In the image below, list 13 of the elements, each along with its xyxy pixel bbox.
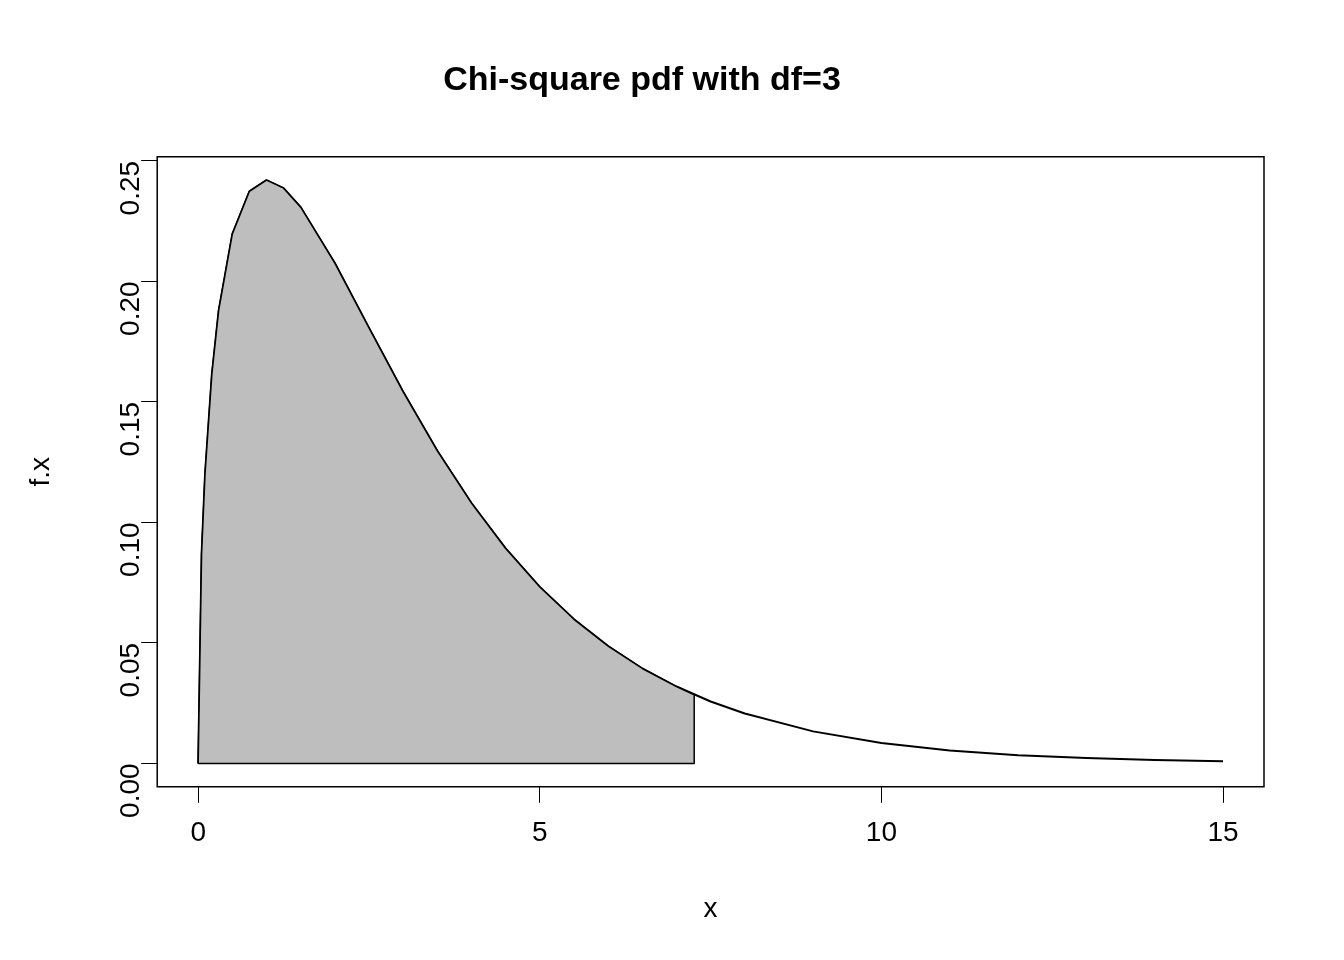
y-tick-label: 0.15: [113, 401, 145, 457]
x-tick-label: 0: [190, 816, 206, 848]
y-tick-label: 0.20: [113, 281, 145, 336]
y-tick-label: 0.10: [113, 522, 145, 577]
chart-title: Chi-square pdf with df=3: [443, 58, 841, 97]
y-tick-label: 0.25: [113, 160, 145, 216]
y-axis-title: f.x: [23, 457, 55, 487]
y-tick-label: 0.00: [113, 763, 145, 818]
x-axis-title: x: [703, 891, 718, 923]
y-tick-label: 0.05: [113, 642, 145, 698]
x-tick-label: 5: [532, 816, 548, 848]
x-tick-label: 15: [1207, 816, 1239, 848]
x-tick-label: 10: [865, 816, 897, 848]
